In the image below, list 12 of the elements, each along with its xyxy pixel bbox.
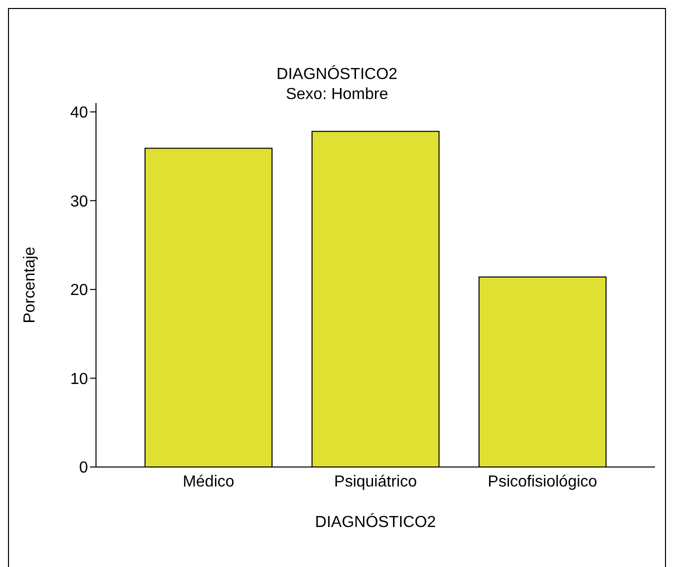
- y-tick-label: 30: [70, 193, 88, 210]
- x-tick-label: Médico: [182, 473, 234, 490]
- y-tick-label: 40: [70, 104, 88, 122]
- chart-title: DIAGNÓSTICO2: [276, 65, 398, 85]
- x-axis-title: DIAGNÓSTICO2: [315, 513, 436, 531]
- y-axis-title: Porcentaje: [22, 246, 39, 324]
- x-tick-label: Psiquiátrico: [334, 473, 417, 490]
- y-tick-label: 10: [70, 370, 88, 388]
- chart-subtitle: Sexo: Hombre: [284, 85, 390, 105]
- x-tick-label: Psicofisiológico: [488, 473, 598, 490]
- y-tick-label: 0: [79, 460, 88, 477]
- y-tick-label: 20: [70, 282, 88, 300]
